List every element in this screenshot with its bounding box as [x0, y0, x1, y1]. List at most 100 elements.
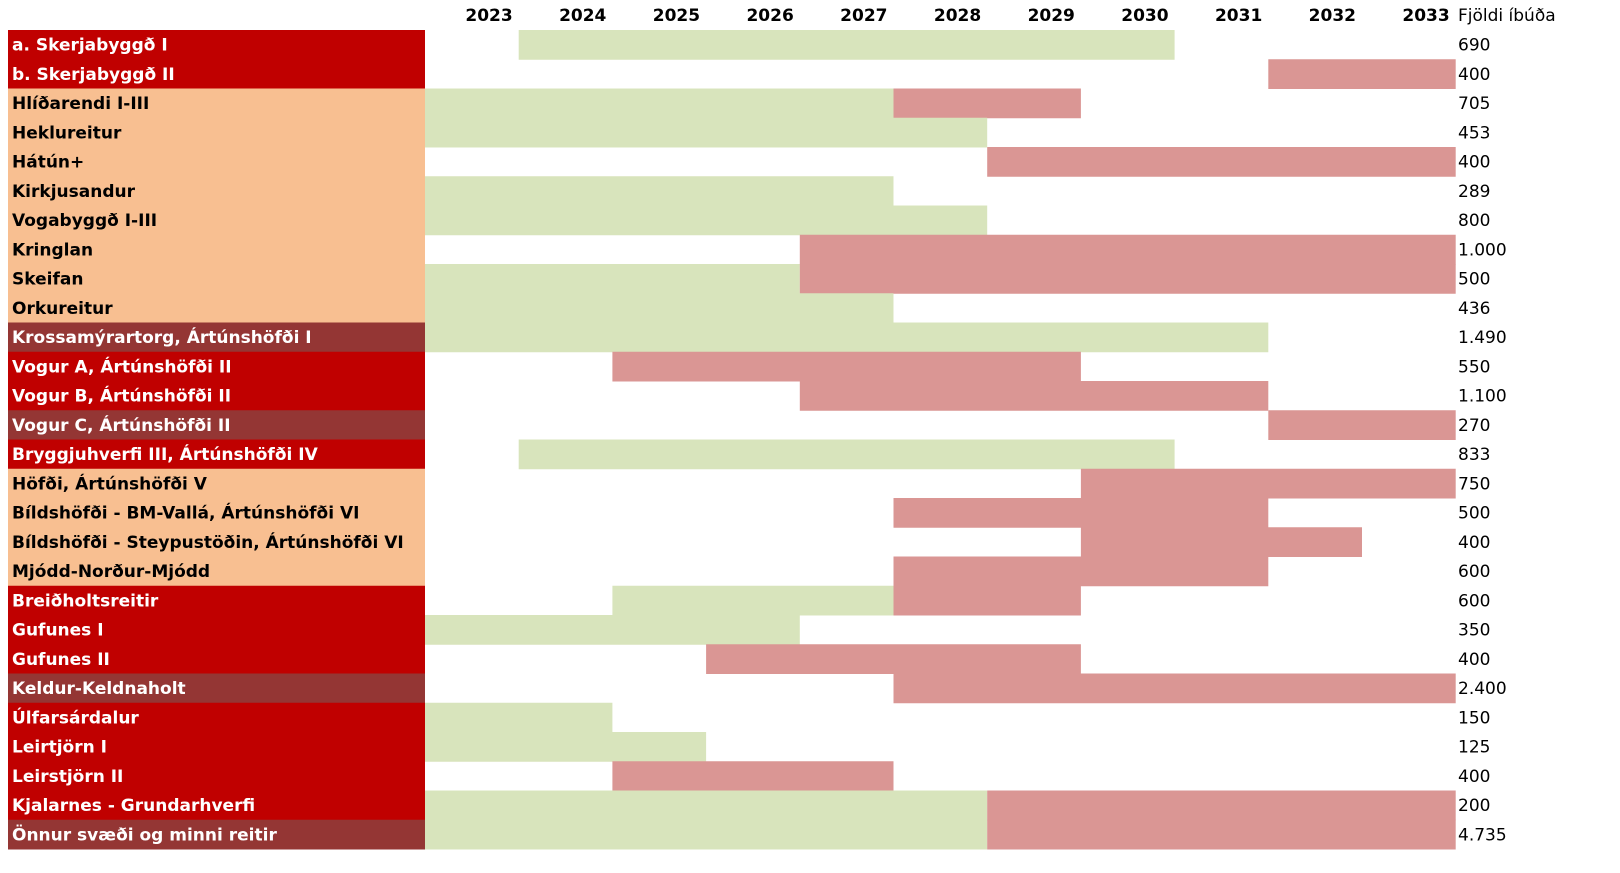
year-header: 2032 [1309, 6, 1356, 26]
row-label-cell [8, 205, 425, 236]
row-label-cell [8, 88, 425, 119]
year-header: 2025 [653, 6, 700, 26]
row-label: Krossamýrartorg, Ártúnshöfði I [12, 326, 312, 348]
plan-bar [518, 30, 1175, 60]
build-bar [893, 88, 1081, 119]
row-label: Keldur-Keldnaholt [12, 679, 186, 699]
count: 200 [1458, 796, 1490, 816]
year-header: 2023 [465, 6, 512, 26]
row-label-cell [8, 615, 425, 645]
count: 4.735 [1458, 825, 1507, 845]
row-label: a. Skerjabyggð I [12, 36, 168, 56]
year-header: 2029 [1028, 6, 1075, 26]
build-bar [1268, 59, 1456, 89]
count: 289 [1458, 182, 1490, 202]
row-label: Vogur C, Ártúnshöfði II [12, 414, 231, 436]
count: 600 [1458, 591, 1490, 611]
row-label: Hátún+ [12, 153, 84, 173]
count: 400 [1458, 65, 1490, 85]
row-label-cell [8, 761, 425, 791]
plan-bar [425, 176, 894, 206]
row-label-cell [8, 264, 425, 294]
row-label-cell [8, 59, 425, 89]
row-label-cell [8, 410, 425, 440]
row-label-cell [8, 732, 425, 762]
plan-bar [425, 264, 800, 294]
row-label: Kirkjusandur [12, 182, 136, 202]
row-label: Bíldshöfði - BM-Vallá, Ártúnshöfði VI [12, 502, 359, 524]
row-label-cell [8, 644, 425, 674]
row-label: Úlfarsárdalur [12, 706, 139, 728]
build-bar [893, 556, 1269, 587]
build-bar [706, 644, 1081, 674]
count: 400 [1458, 153, 1490, 173]
build-bar [893, 585, 1081, 616]
count: 400 [1458, 767, 1490, 787]
row-label-cell [8, 381, 425, 411]
build-bar [612, 351, 1081, 382]
count: 2.400 [1458, 679, 1507, 699]
count: 453 [1458, 123, 1490, 143]
count-header: Fjöldi íbúða [1458, 6, 1556, 26]
build-bar [893, 498, 1269, 528]
row-label: Gufunes II [12, 650, 110, 670]
row-label-cell [8, 819, 425, 850]
row-label-cell [8, 176, 425, 206]
build-bar [1080, 468, 1456, 499]
build-bar [612, 761, 894, 791]
count: 500 [1458, 270, 1490, 290]
count: 436 [1458, 299, 1490, 319]
row-label-cell [8, 439, 425, 470]
build-bar [799, 264, 1456, 294]
build-bar [1080, 527, 1362, 557]
row-label-cell [8, 585, 425, 616]
row-label-cell [8, 498, 425, 528]
row-label-cell [8, 790, 425, 821]
row-label-cell [8, 527, 425, 557]
count: 550 [1458, 357, 1490, 377]
row-label: Heklureitur [12, 123, 122, 143]
row-label: Vogur B, Ártúnshöfði II [12, 385, 231, 407]
count: 400 [1458, 650, 1490, 670]
count: 125 [1458, 738, 1490, 758]
row-label: Hlíðarendi I-III [12, 94, 149, 114]
row-label-cell [8, 234, 425, 265]
row-label-cell [8, 702, 425, 733]
count: 750 [1458, 474, 1490, 494]
plan-bar [425, 293, 894, 323]
count: 350 [1458, 621, 1490, 641]
year-header: 2024 [559, 6, 606, 26]
year-header: 2028 [934, 6, 981, 26]
plan-bar [612, 585, 894, 616]
row-label: Mjódd-Norður-Mjódd [12, 562, 210, 582]
plan-bar [425, 88, 894, 119]
row-label: Leirtjörn I [12, 738, 107, 758]
build-bar [893, 673, 1456, 704]
plan-bar [518, 439, 1175, 470]
year-header: 2027 [840, 6, 887, 26]
row-label-cell [8, 147, 425, 177]
count: 833 [1458, 445, 1490, 465]
count: 690 [1458, 36, 1490, 56]
row-label: Höfði, Ártúnshöfði V [12, 472, 208, 494]
row-label: Orkureitur [12, 299, 113, 319]
count: 600 [1458, 562, 1490, 582]
row-label-cell [8, 468, 425, 499]
build-bar [1268, 410, 1456, 440]
plan-bar [425, 205, 988, 236]
row-label-cell [8, 30, 425, 60]
row-label-cell [8, 322, 425, 353]
build-bar [799, 381, 1269, 411]
build-bar [987, 790, 1456, 821]
year-header: 2033 [1402, 6, 1449, 26]
plan-bar [425, 790, 988, 821]
row-label-cell [8, 117, 425, 148]
count: 1.100 [1458, 387, 1507, 407]
row-label: Leirstjörn II [12, 767, 123, 787]
plan-bar [425, 615, 800, 645]
row-label: Vogur A, Ártúnshöfði II [12, 355, 232, 377]
year-header: 2031 [1215, 6, 1262, 26]
count: 150 [1458, 708, 1490, 728]
count: 500 [1458, 504, 1490, 524]
